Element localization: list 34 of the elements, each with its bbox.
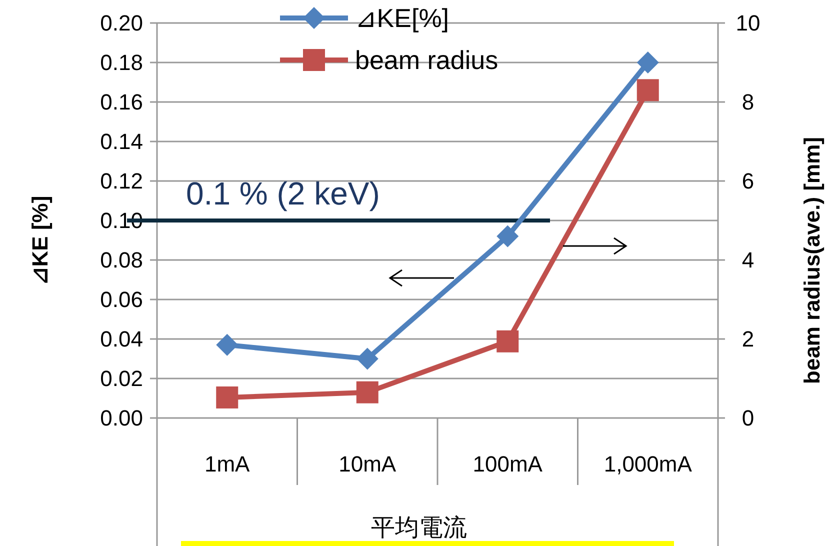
y-tick-label: 0.04 (100, 326, 143, 352)
x-tick-label: 1mA (204, 452, 250, 476)
y2-tick-label: 2 (742, 326, 754, 352)
point (356, 381, 378, 404)
y-tick-label: 0.12 (100, 168, 143, 194)
y-tick-label: 0.00 (100, 406, 143, 430)
x-axis-title: 平均電流 (371, 514, 467, 542)
y2-tick-label: 0 (742, 406, 754, 430)
y-tick-label: 0.08 (100, 248, 143, 272)
point (496, 225, 519, 248)
y2-axis-title: beam radius(ave.) [mm] (800, 137, 824, 384)
point (636, 79, 659, 102)
y2-tick-label: 6 (742, 168, 754, 194)
ref-line-label: 0.1 % (2 keV) (186, 176, 380, 212)
y-tick-label: 0.06 (100, 287, 143, 312)
x-tick-label: 1,000mA (604, 452, 692, 476)
y-tick-label: 0.16 (100, 90, 143, 114)
y-tick-label: 0.02 (100, 366, 143, 391)
point (216, 334, 238, 356)
y-axis-title: ⊿KE [%] (28, 196, 52, 286)
point (636, 52, 659, 74)
y2-tick-label: 10 (736, 10, 760, 36)
legend-label: beam radius (355, 45, 498, 75)
y-tick-label: 0.18 (100, 50, 143, 75)
point (216, 386, 238, 408)
legend-label: ⊿KE[%] (355, 3, 450, 33)
y-tick-label: 0.20 (100, 10, 143, 36)
y2-tick-label: 8 (742, 90, 754, 114)
point (356, 348, 378, 370)
y-tick-label: 0.14 (100, 129, 143, 154)
y2-tick-label: 4 (742, 248, 754, 272)
point (496, 330, 519, 352)
x-tick-label: 100mA (472, 452, 543, 476)
x-tick-label: 10mA (338, 452, 396, 476)
